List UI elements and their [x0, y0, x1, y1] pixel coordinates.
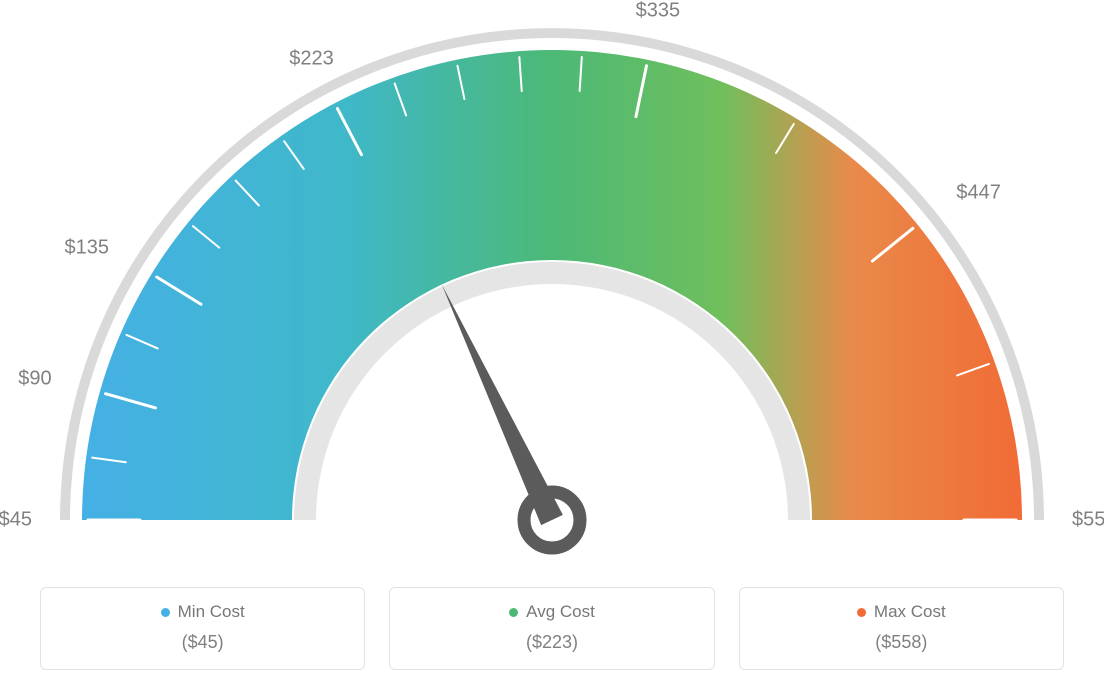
- gauge-tick-label: $90: [18, 367, 51, 390]
- gauge-tick-label: $335: [636, 0, 681, 22]
- legend-value-min: ($45): [51, 632, 354, 653]
- gauge-tick-label: $135: [65, 236, 110, 259]
- gauge-tick-label: $223: [289, 47, 334, 70]
- legend-dot-avg: [509, 608, 518, 617]
- legend-dot-max: [857, 608, 866, 617]
- cost-gauge: $45 $90 $135 $223 $335 $447 $558: [0, 0, 1104, 560]
- legend-card-min: Min Cost ($45): [40, 587, 365, 670]
- legend-card-max: Max Cost ($558): [739, 587, 1064, 670]
- legend-row: Min Cost ($45) Avg Cost ($223) Max Cost …: [40, 587, 1064, 670]
- legend-dot-min: [161, 608, 170, 617]
- gauge-tick-label: $447: [956, 182, 1001, 205]
- legend-label-min: Min Cost: [178, 602, 245, 622]
- legend-value-avg: ($223): [400, 632, 703, 653]
- gauge-tick-label: $45: [0, 509, 32, 532]
- gauge-tick-label: $558: [1072, 509, 1104, 532]
- legend-label-max: Max Cost: [874, 602, 946, 622]
- legend-value-max: ($558): [750, 632, 1053, 653]
- legend-card-avg: Avg Cost ($223): [389, 587, 714, 670]
- legend-label-avg: Avg Cost: [526, 602, 595, 622]
- gauge-svg: [0, 0, 1104, 560]
